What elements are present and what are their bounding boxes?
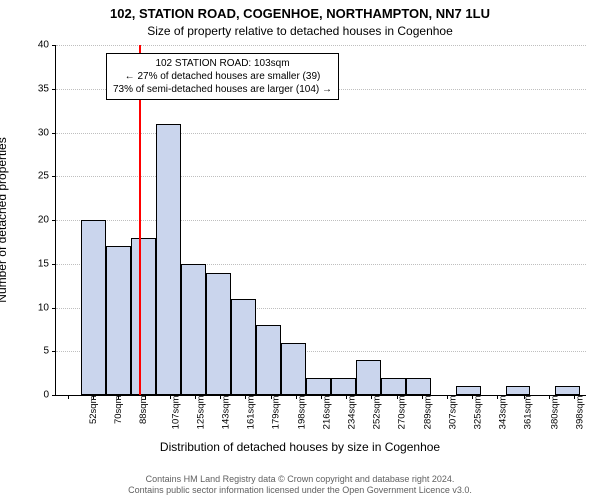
- xtick-label: 198sqm: [296, 396, 307, 430]
- xtick-label: 307sqm: [448, 396, 459, 430]
- xtick-mark: [549, 395, 550, 399]
- histogram-bar: [555, 386, 580, 395]
- histogram-bar: [306, 378, 331, 396]
- xtick-mark: [346, 395, 347, 399]
- xtick-mark: [524, 395, 525, 399]
- histogram-bar: [156, 124, 181, 395]
- xtick-mark: [68, 395, 69, 399]
- callout-smaller-pct: ← 27% of detached houses are smaller (39…: [113, 70, 332, 83]
- histogram-bar: [331, 378, 356, 396]
- histogram-bar: [281, 343, 306, 396]
- xtick-label: 343sqm: [498, 396, 509, 430]
- xtick-label: 398sqm: [574, 396, 585, 430]
- chart-container: 102, STATION ROAD, COGENHOE, NORTHAMPTON…: [0, 0, 600, 500]
- ytick-label: 0: [43, 390, 49, 401]
- ytick-label: 40: [38, 40, 49, 51]
- attribution-footer: Contains HM Land Registry data © Crown c…: [0, 474, 600, 497]
- xtick-label: 179sqm: [270, 396, 281, 430]
- histogram-bar: [231, 299, 256, 395]
- ytick-mark: [52, 351, 56, 352]
- ytick-mark: [52, 89, 56, 90]
- xtick-mark: [497, 395, 498, 399]
- chart-title-address: 102, STATION ROAD, COGENHOE, NORTHAMPTON…: [0, 6, 600, 21]
- xtick-mark: [145, 395, 146, 399]
- grid-line: [56, 45, 586, 46]
- y-axis-label: Number of detached properties: [0, 137, 9, 302]
- histogram-bar: [256, 325, 281, 395]
- grid-line: [56, 220, 586, 221]
- xtick-label: 107sqm: [170, 396, 181, 430]
- xtick-label: 289sqm: [423, 396, 434, 430]
- xtick-mark: [397, 395, 398, 399]
- histogram-bar: [406, 378, 431, 396]
- histogram-bar: [506, 386, 531, 395]
- xtick-label: 325sqm: [473, 396, 484, 430]
- xtick-label: 361sqm: [523, 396, 534, 430]
- histogram-bar: [106, 246, 131, 395]
- xtick-mark: [296, 395, 297, 399]
- ytick-label: 30: [38, 127, 49, 138]
- ytick-mark: [52, 45, 56, 46]
- ytick-label: 10: [38, 302, 49, 313]
- xtick-label: 380sqm: [549, 396, 560, 430]
- xtick-mark: [170, 395, 171, 399]
- histogram-bar: [456, 386, 481, 395]
- footer-line2: Contains public sector information licen…: [0, 485, 600, 496]
- x-axis-label: Distribution of detached houses by size …: [0, 440, 600, 454]
- ytick-mark: [52, 220, 56, 221]
- histogram-bar: [131, 238, 156, 396]
- ytick-mark: [52, 176, 56, 177]
- plot-area: 52sqm70sqm88sqm107sqm125sqm143sqm161sqm1…: [55, 45, 586, 396]
- xtick-label: 252sqm: [371, 396, 382, 430]
- callout-property-size: 102 STATION ROAD: 103sqm: [113, 57, 332, 70]
- xtick-mark: [245, 395, 246, 399]
- xtick-label: 70sqm: [113, 396, 124, 425]
- xtick-label: 143sqm: [220, 396, 231, 430]
- ytick-mark: [52, 395, 56, 396]
- xtick-label: 52sqm: [89, 396, 100, 425]
- chart-subtitle: Size of property relative to detached ho…: [0, 24, 600, 38]
- footer-line1: Contains HM Land Registry data © Crown c…: [0, 474, 600, 485]
- xtick-mark: [321, 395, 322, 399]
- xtick-mark: [118, 395, 119, 399]
- xtick-label: 216sqm: [321, 396, 332, 430]
- histogram-bar: [381, 378, 406, 396]
- xtick-mark: [371, 395, 372, 399]
- property-callout-box: 102 STATION ROAD: 103sqm ← 27% of detach…: [106, 53, 339, 100]
- ytick-label: 15: [38, 258, 49, 269]
- grid-line: [56, 176, 586, 177]
- xtick-mark: [447, 395, 448, 399]
- xtick-label: 88sqm: [138, 396, 149, 425]
- ytick-label: 35: [38, 83, 49, 94]
- xtick-label: 270sqm: [396, 396, 407, 430]
- histogram-bar: [181, 264, 206, 395]
- xtick-label: 234sqm: [346, 396, 357, 430]
- xtick-mark: [422, 395, 423, 399]
- xtick-mark: [472, 395, 473, 399]
- grid-line: [56, 133, 586, 134]
- ytick-mark: [52, 308, 56, 309]
- histogram-bar: [206, 273, 231, 396]
- xtick-mark: [220, 395, 221, 399]
- histogram-bar: [356, 360, 381, 395]
- xtick-mark: [93, 395, 94, 399]
- ytick-label: 5: [43, 346, 49, 357]
- ytick-mark: [52, 133, 56, 134]
- histogram-bar: [81, 220, 106, 395]
- xtick-mark: [574, 395, 575, 399]
- xtick-label: 125sqm: [195, 396, 206, 430]
- xtick-label: 161sqm: [245, 396, 256, 430]
- callout-larger-pct: 73% of semi-detached houses are larger (…: [113, 83, 332, 96]
- ytick-label: 20: [38, 215, 49, 226]
- ytick-mark: [52, 264, 56, 265]
- xtick-mark: [195, 395, 196, 399]
- ytick-label: 25: [38, 171, 49, 182]
- xtick-mark: [271, 395, 272, 399]
